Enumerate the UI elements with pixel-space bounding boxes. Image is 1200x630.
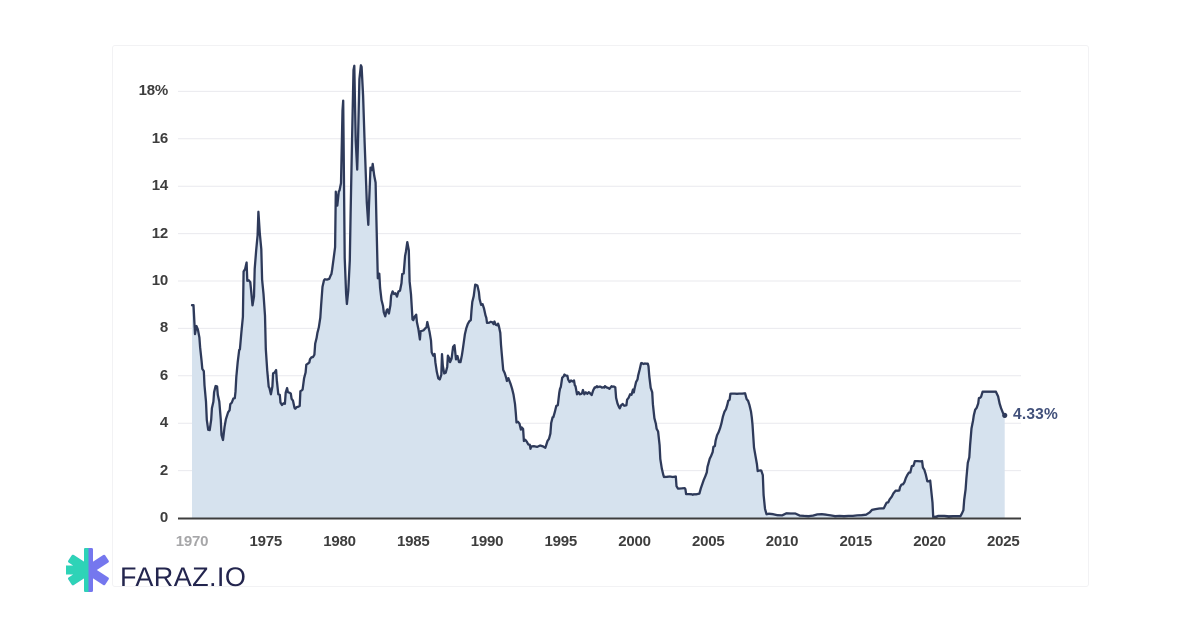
x-axis-tick-label: 1975 [249,533,283,550]
x-axis-tick-label: 2020 [913,533,946,550]
rate-line [190,64,1006,518]
x-axis-tick-label: 2000 [618,533,651,550]
x-axis-tick-label: 1990 [470,533,504,550]
y-axis-tick-label: 12 [151,224,168,242]
x-axis-tick-label: 1970 [175,533,209,550]
x-axis-tick-label: 1995 [544,533,578,550]
y-axis-tick-label: 4 [159,414,168,432]
y-axis-tick-label: 0 [159,509,168,526]
y-axis-tick-label: 16 [151,129,168,147]
last-value-label: 4.33% [1013,406,1058,423]
area-fill [192,65,1005,519]
brand-name: FARAZ.IO [120,561,247,592]
y-axis-tick-label: 18% [138,82,169,100]
x-axis-tick-label: 1980 [323,533,356,550]
y-axis-tick-label: 10 [151,272,168,289]
x-axis-tick-label: 2015 [839,533,873,550]
x-axis-tick-label: 2005 [691,533,725,550]
y-axis-tick-label: 2 [159,461,168,479]
y-axis-tick-label: 14 [151,177,168,195]
x-axis-tick-label: 2025 [986,533,1020,550]
brand-logo: FARAZ.IO [66,543,246,597]
asterisk-logo-icon [66,548,109,592]
y-axis-tick-label: 8 [159,319,168,337]
last-point-dot [1002,412,1008,418]
x-axis-tick-label: 2010 [765,533,799,550]
y-axis-tick-label: 6 [159,366,168,384]
x-axis-tick-label: 1985 [396,533,430,550]
